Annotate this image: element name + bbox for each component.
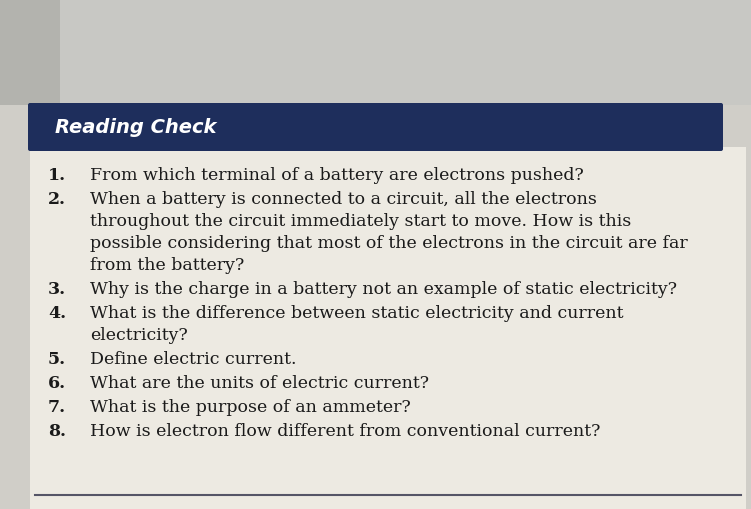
Text: 5.: 5. (48, 351, 66, 368)
Text: 3.: 3. (48, 281, 66, 298)
Text: 8.: 8. (48, 423, 66, 440)
Text: throughout the circuit immediately start to move. How is this: throughout the circuit immediately start… (90, 213, 632, 230)
Text: When a battery is connected to a circuit, all the electrons: When a battery is connected to a circuit… (90, 191, 597, 208)
Text: 4.: 4. (48, 305, 66, 322)
Text: possible considering that most of the electrons in the circuit are far: possible considering that most of the el… (90, 235, 688, 252)
Text: Reading Check: Reading Check (55, 118, 216, 136)
Text: 1.: 1. (48, 167, 66, 184)
FancyBboxPatch shape (28, 103, 723, 151)
Text: from the battery?: from the battery? (90, 257, 244, 274)
Bar (30, 147, 746, 509)
Text: Why is the charge in a battery not an example of static electricity?: Why is the charge in a battery not an ex… (90, 281, 677, 298)
Text: From which terminal of a battery are electrons pushed?: From which terminal of a battery are ele… (90, 167, 584, 184)
Text: 6.: 6. (48, 375, 66, 392)
Text: What are the units of electric current?: What are the units of electric current? (90, 375, 429, 392)
Text: How is electron flow different from conventional current?: How is electron flow different from conv… (90, 423, 600, 440)
Text: 2.: 2. (48, 191, 66, 208)
Text: What is the difference between static electricity and current: What is the difference between static el… (90, 305, 623, 322)
Bar (0, 0, 751, 105)
Text: Define electric current.: Define electric current. (90, 351, 297, 368)
Text: electricity?: electricity? (90, 327, 188, 344)
Text: 7.: 7. (48, 399, 66, 416)
Text: What is the purpose of an ammeter?: What is the purpose of an ammeter? (90, 399, 411, 416)
Bar (0, 0, 60, 105)
